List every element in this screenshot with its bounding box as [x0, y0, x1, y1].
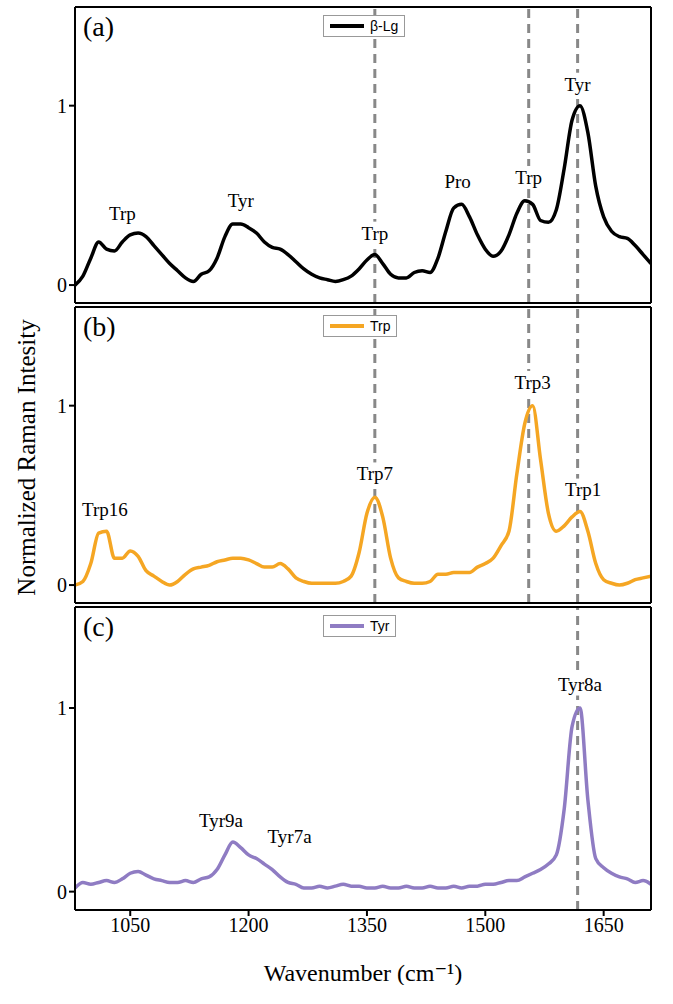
svg-text:Tyr8a: Tyr8a	[558, 674, 603, 695]
html-text:(b): (b)	[83, 311, 116, 342]
svg-text:1050: 1050	[110, 914, 150, 936]
svg-text:1650: 1650	[584, 914, 624, 936]
svg-text:Tyr: Tyr	[565, 74, 592, 95]
html-text:β-Lg: β-Lg	[370, 18, 399, 34]
svg-text:Normalized Raman Intesity: Normalized Raman Intesity	[13, 319, 40, 596]
svg-text:1500: 1500	[465, 914, 505, 936]
html-text:Trp: Trp	[370, 318, 391, 334]
svg-text:1: 1	[57, 697, 67, 719]
svg-text:Wavenumber (cm⁻¹): Wavenumber (cm⁻¹)	[264, 960, 463, 985]
svg-text:Tyr7a: Tyr7a	[268, 826, 313, 847]
svg-text:0: 0	[57, 574, 67, 596]
svg-text:1: 1	[57, 395, 67, 417]
svg-text:1350: 1350	[347, 914, 387, 936]
svg-text:Trp: Trp	[361, 223, 388, 244]
svg-text:1: 1	[57, 95, 67, 117]
svg-text:Tyr9a: Tyr9a	[199, 810, 244, 831]
svg-text:1200: 1200	[229, 914, 269, 936]
svg-text:Tyr: Tyr	[228, 190, 255, 211]
html-text:(a): (a)	[83, 11, 115, 42]
svg-text:0: 0	[57, 881, 67, 903]
html-text:(c): (c)	[83, 611, 115, 642]
svg-text:Trp: Trp	[515, 167, 542, 188]
svg-text:Trp16: Trp16	[82, 499, 128, 520]
svg-text:Trp: Trp	[109, 203, 136, 224]
svg-text:Trp7: Trp7	[357, 463, 393, 484]
svg-text:Trp1: Trp1	[565, 479, 601, 500]
svg-text:Pro: Pro	[444, 171, 470, 192]
svg-text:0: 0	[57, 274, 67, 296]
svg-text:Trp3: Trp3	[515, 372, 551, 393]
html-text:Tyr: Tyr	[370, 618, 390, 634]
